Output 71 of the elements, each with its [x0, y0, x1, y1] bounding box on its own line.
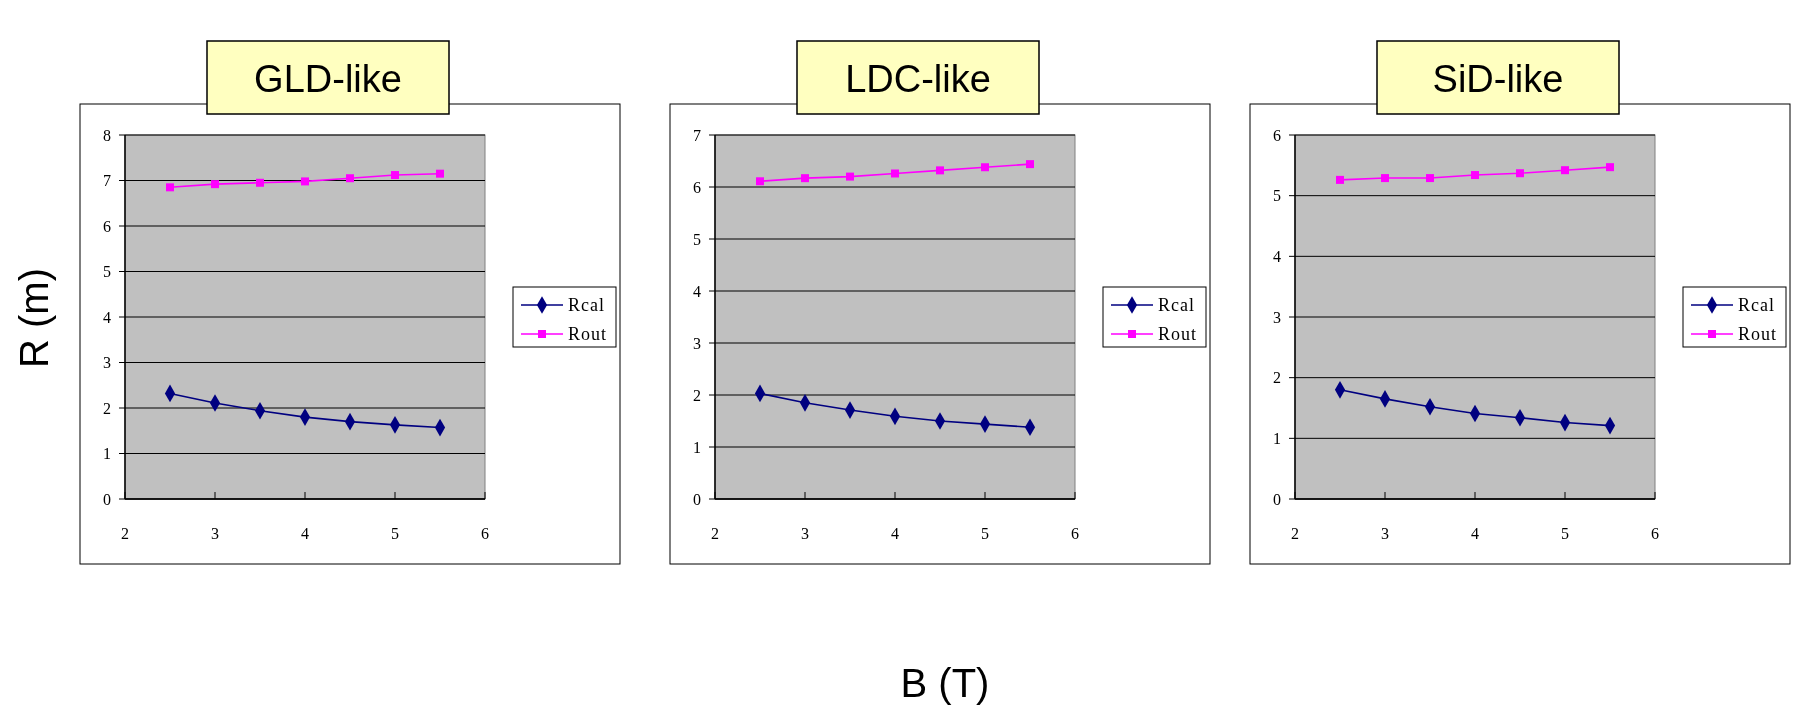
point	[846, 172, 854, 181]
point	[391, 171, 399, 180]
x-tick-label: 2	[1291, 525, 1299, 542]
x-tick-label: 6	[1071, 525, 1079, 542]
chart-title: GLD-like	[254, 58, 402, 100]
y-tick-label: 5	[693, 230, 701, 248]
y-tick-label: 7	[693, 126, 701, 144]
x-tick-label: 3	[801, 525, 809, 542]
point	[346, 174, 354, 183]
x-tick-label: 6	[481, 525, 489, 542]
y-tick-label: 1	[103, 445, 111, 463]
legend-label: Rcal	[1738, 295, 1775, 316]
y-tick-label: 6	[1273, 126, 1281, 144]
point	[891, 169, 899, 178]
x-axis-title: B (T)	[900, 661, 990, 705]
point	[1561, 166, 1569, 175]
y-tick-label: 4	[1273, 247, 1281, 265]
y-tick-label: 6	[693, 178, 701, 196]
point	[981, 163, 989, 172]
point	[1381, 174, 1389, 183]
y-tick-label: 1	[1273, 429, 1281, 447]
y-tick-label: 3	[1273, 308, 1281, 326]
y-tick-label: 4	[693, 282, 701, 300]
chart-title: SiD-like	[1432, 58, 1564, 100]
y-tick-label: 2	[103, 399, 111, 417]
x-tick-label: 5	[391, 525, 399, 542]
y-tick-label: 8	[103, 126, 111, 144]
x-tick-label: 5	[1561, 525, 1569, 542]
point	[1516, 169, 1524, 178]
point	[936, 166, 944, 175]
x-tick-label: 4	[891, 525, 899, 542]
legend-label: Rout	[568, 324, 608, 345]
y-tick-label: 6	[103, 217, 111, 235]
point	[1426, 174, 1434, 183]
x-tick-label: 4	[1471, 525, 1479, 542]
point	[1471, 171, 1479, 180]
x-tick-label: 3	[1381, 525, 1389, 542]
y-tick-label: 3	[693, 334, 701, 352]
x-tick-label: 2	[711, 525, 719, 542]
point	[166, 183, 174, 192]
y-tick-label: 2	[693, 386, 701, 404]
y-tick-label: 5	[1273, 187, 1281, 205]
y-tick-label: 4	[103, 308, 111, 326]
point	[1026, 160, 1034, 169]
x-tick-label: 5	[981, 525, 989, 542]
legend-label: Rcal	[1158, 295, 1195, 316]
point	[256, 178, 264, 187]
y-tick-label: 3	[103, 354, 111, 372]
chart-title: LDC-like	[845, 58, 991, 100]
legend-label: Rout	[1158, 324, 1198, 345]
point	[756, 177, 764, 186]
point	[1606, 163, 1614, 172]
y-axis-title: R (m)	[12, 268, 56, 368]
legend-label: Rout	[1738, 324, 1778, 345]
x-tick-label: 6	[1651, 525, 1659, 542]
x-tick-label: 2	[121, 525, 129, 542]
point	[801, 174, 809, 183]
x-tick-label: 4	[301, 525, 309, 542]
point	[436, 169, 444, 178]
y-tick-label: 0	[1273, 490, 1281, 508]
point	[1336, 175, 1344, 184]
y-tick-label: 2	[1273, 369, 1281, 387]
point	[301, 177, 309, 186]
x-tick-label: 3	[211, 525, 219, 542]
y-tick-label: 5	[103, 263, 111, 281]
y-tick-label: 0	[103, 490, 111, 508]
y-tick-label: 7	[103, 172, 111, 190]
legend-label: Rcal	[568, 295, 605, 316]
y-tick-label: 0	[693, 490, 701, 508]
y-tick-label: 1	[693, 438, 701, 456]
point	[211, 180, 219, 189]
